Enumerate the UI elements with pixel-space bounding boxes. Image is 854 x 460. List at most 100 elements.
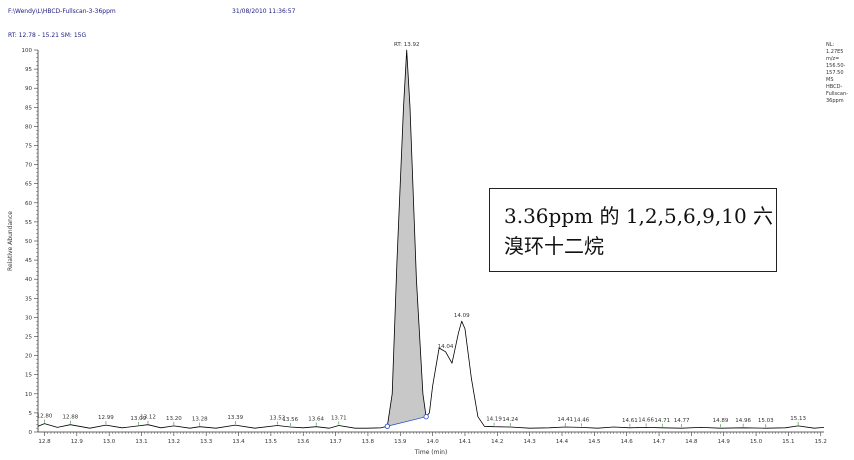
integration-marker xyxy=(423,414,429,420)
peak-label: 14.66 xyxy=(638,417,654,423)
nl-info-line: m/z= xyxy=(826,56,840,62)
peak-label: 12.80 xyxy=(37,414,53,420)
peak-label: 13.52 xyxy=(269,416,285,422)
nl-info-line: Fullscan- xyxy=(826,91,848,97)
x-tick-label: 15.2 xyxy=(815,439,827,445)
annotation-line-2: 溴环十二烷 xyxy=(504,234,604,258)
y-tick-label: 25 xyxy=(25,335,32,341)
shaded-peak-area xyxy=(387,50,427,427)
integration-baseline xyxy=(387,416,427,427)
y-tick-label: 15 xyxy=(25,373,32,379)
peak-label: 14.24 xyxy=(502,417,518,423)
peak-label: 13.09 xyxy=(130,416,146,422)
x-tick-label: 12.8 xyxy=(38,439,51,445)
nl-info-line: MS xyxy=(826,77,834,83)
y-tick-label: 35 xyxy=(25,296,32,302)
peak-label: 15.13 xyxy=(790,416,806,422)
y-axis-label: Relative Abundance xyxy=(7,211,14,271)
peak-fill-group xyxy=(387,50,427,427)
x-tick-label: 14.7 xyxy=(653,439,666,445)
nl-info-line: NL: xyxy=(826,42,835,48)
peak-label: 13.71 xyxy=(331,416,347,422)
peak-label: 13.56 xyxy=(282,417,298,423)
y-tick-label: 30 xyxy=(25,315,32,321)
y-tick-label: 65 xyxy=(25,182,32,188)
peak-label: RT: 13.92 xyxy=(394,42,420,48)
peak-label: 13.39 xyxy=(227,415,243,421)
file-path-label: F:\Wendy\L\HBCD-Fullscan-3-36ppm xyxy=(8,8,116,15)
y-tick-label: 5 xyxy=(29,411,33,417)
y-tick-label: 20 xyxy=(25,354,32,360)
y-tick-label: 70 xyxy=(25,163,32,169)
x-tick-label: 13.1 xyxy=(135,439,147,445)
nl-info-line: HBCD- xyxy=(826,84,843,90)
y-tick-label: 85 xyxy=(25,105,32,111)
y-tick-label: 75 xyxy=(25,144,32,150)
peak-label: 14.89 xyxy=(713,418,729,424)
x-tick-label: 14.0 xyxy=(426,439,439,445)
x-tick-label: 13.2 xyxy=(168,439,180,445)
x-axis-label: Time (min) xyxy=(414,449,448,456)
rt-range-label: RT: 12.78 - 15.21 SM: 15G xyxy=(8,32,87,39)
peak-label: 14.77 xyxy=(674,418,690,424)
chromatogram-trace xyxy=(37,49,825,429)
peak-label: 14.04 xyxy=(438,344,454,350)
nl-info-line: 36ppm xyxy=(826,98,844,104)
axes-group: 0 5 10 15 20 25 30 35 40 45 50 55 60 65 70 75 80 85 90 95 10… xyxy=(22,48,827,445)
x-tick-label: 14.8 xyxy=(685,439,698,445)
y-tick-label: 100 xyxy=(22,48,33,54)
x-tick-label: 13.6 xyxy=(297,439,310,445)
y-tick-label: 95 xyxy=(25,67,32,73)
y-tick-label: 50 xyxy=(25,239,32,245)
peak-label: 14.61 xyxy=(622,418,638,424)
x-tick-label: 15.1 xyxy=(782,439,794,445)
y-tick-label: 55 xyxy=(25,220,32,226)
x-tick-label: 13.9 xyxy=(394,439,407,445)
peak-label: 12.99 xyxy=(98,415,114,421)
peak-label: 13.64 xyxy=(308,417,324,423)
y-tick-label: 45 xyxy=(25,258,32,264)
x-tick-label: 14.5 xyxy=(588,439,601,445)
trace-group xyxy=(37,49,825,429)
peak-label: 15.03 xyxy=(758,418,774,424)
peak-label: 14.71 xyxy=(654,418,670,424)
annotation-line-1: 3.36ppm 的 1,2,5,6,9,10 六 xyxy=(504,204,774,228)
y-tick-label: 0 xyxy=(29,430,33,436)
x-tick-label: 14.2 xyxy=(491,439,503,445)
peak-label: 12.88 xyxy=(62,415,78,421)
peak-label: 13.20 xyxy=(166,416,182,422)
x-tick-label: 14.3 xyxy=(524,439,537,445)
peak-label: 14.41 xyxy=(557,417,573,423)
nl-info-line: 156.50- xyxy=(826,63,846,69)
y-tick-label: 40 xyxy=(25,277,32,283)
x-tick-label: 15.0 xyxy=(750,439,763,445)
integration-markers-group xyxy=(384,414,429,429)
y-tick-label: 10 xyxy=(25,392,32,398)
x-tick-label: 14.1 xyxy=(459,439,471,445)
peak-label: 14.96 xyxy=(735,418,751,424)
x-tick-label: 12.9 xyxy=(71,439,84,445)
x-tick-label: 14.4 xyxy=(556,439,569,445)
x-tick-label: 14.9 xyxy=(718,439,731,445)
datetime-label: 31/08/2010 11:36:57 xyxy=(232,8,296,15)
nl-info-line: 157.50 xyxy=(826,70,844,76)
peak-label: 13.12 xyxy=(140,415,156,421)
nl-info-line: 1.27E5 xyxy=(826,49,844,55)
peak-label: 14.09 xyxy=(454,313,470,319)
normalization-info: NL: 1.27E5 m/z= 156.50- 157.50 MS HBCD- Fullsca… xyxy=(826,42,854,105)
peak-label: 13.28 xyxy=(192,417,208,423)
y-tick-label: 60 xyxy=(25,201,32,207)
x-tick-label: 13.7 xyxy=(329,439,342,445)
annotation-box: 3.36ppm 的 1,2,5,6,9,10 六 溴环十二烷 xyxy=(489,188,777,272)
y-tick-label: 90 xyxy=(25,86,32,92)
x-tick-label: 13.4 xyxy=(232,439,245,445)
peak-label: 14.19 xyxy=(486,417,502,423)
x-tick-label: 13.3 xyxy=(200,439,213,445)
x-tick-label: 13.0 xyxy=(103,439,116,445)
y-tick-label: 80 xyxy=(25,124,32,130)
x-tick-label: 13.5 xyxy=(265,439,278,445)
integration-marker xyxy=(384,423,390,429)
x-tick-label: 13.8 xyxy=(362,439,375,445)
